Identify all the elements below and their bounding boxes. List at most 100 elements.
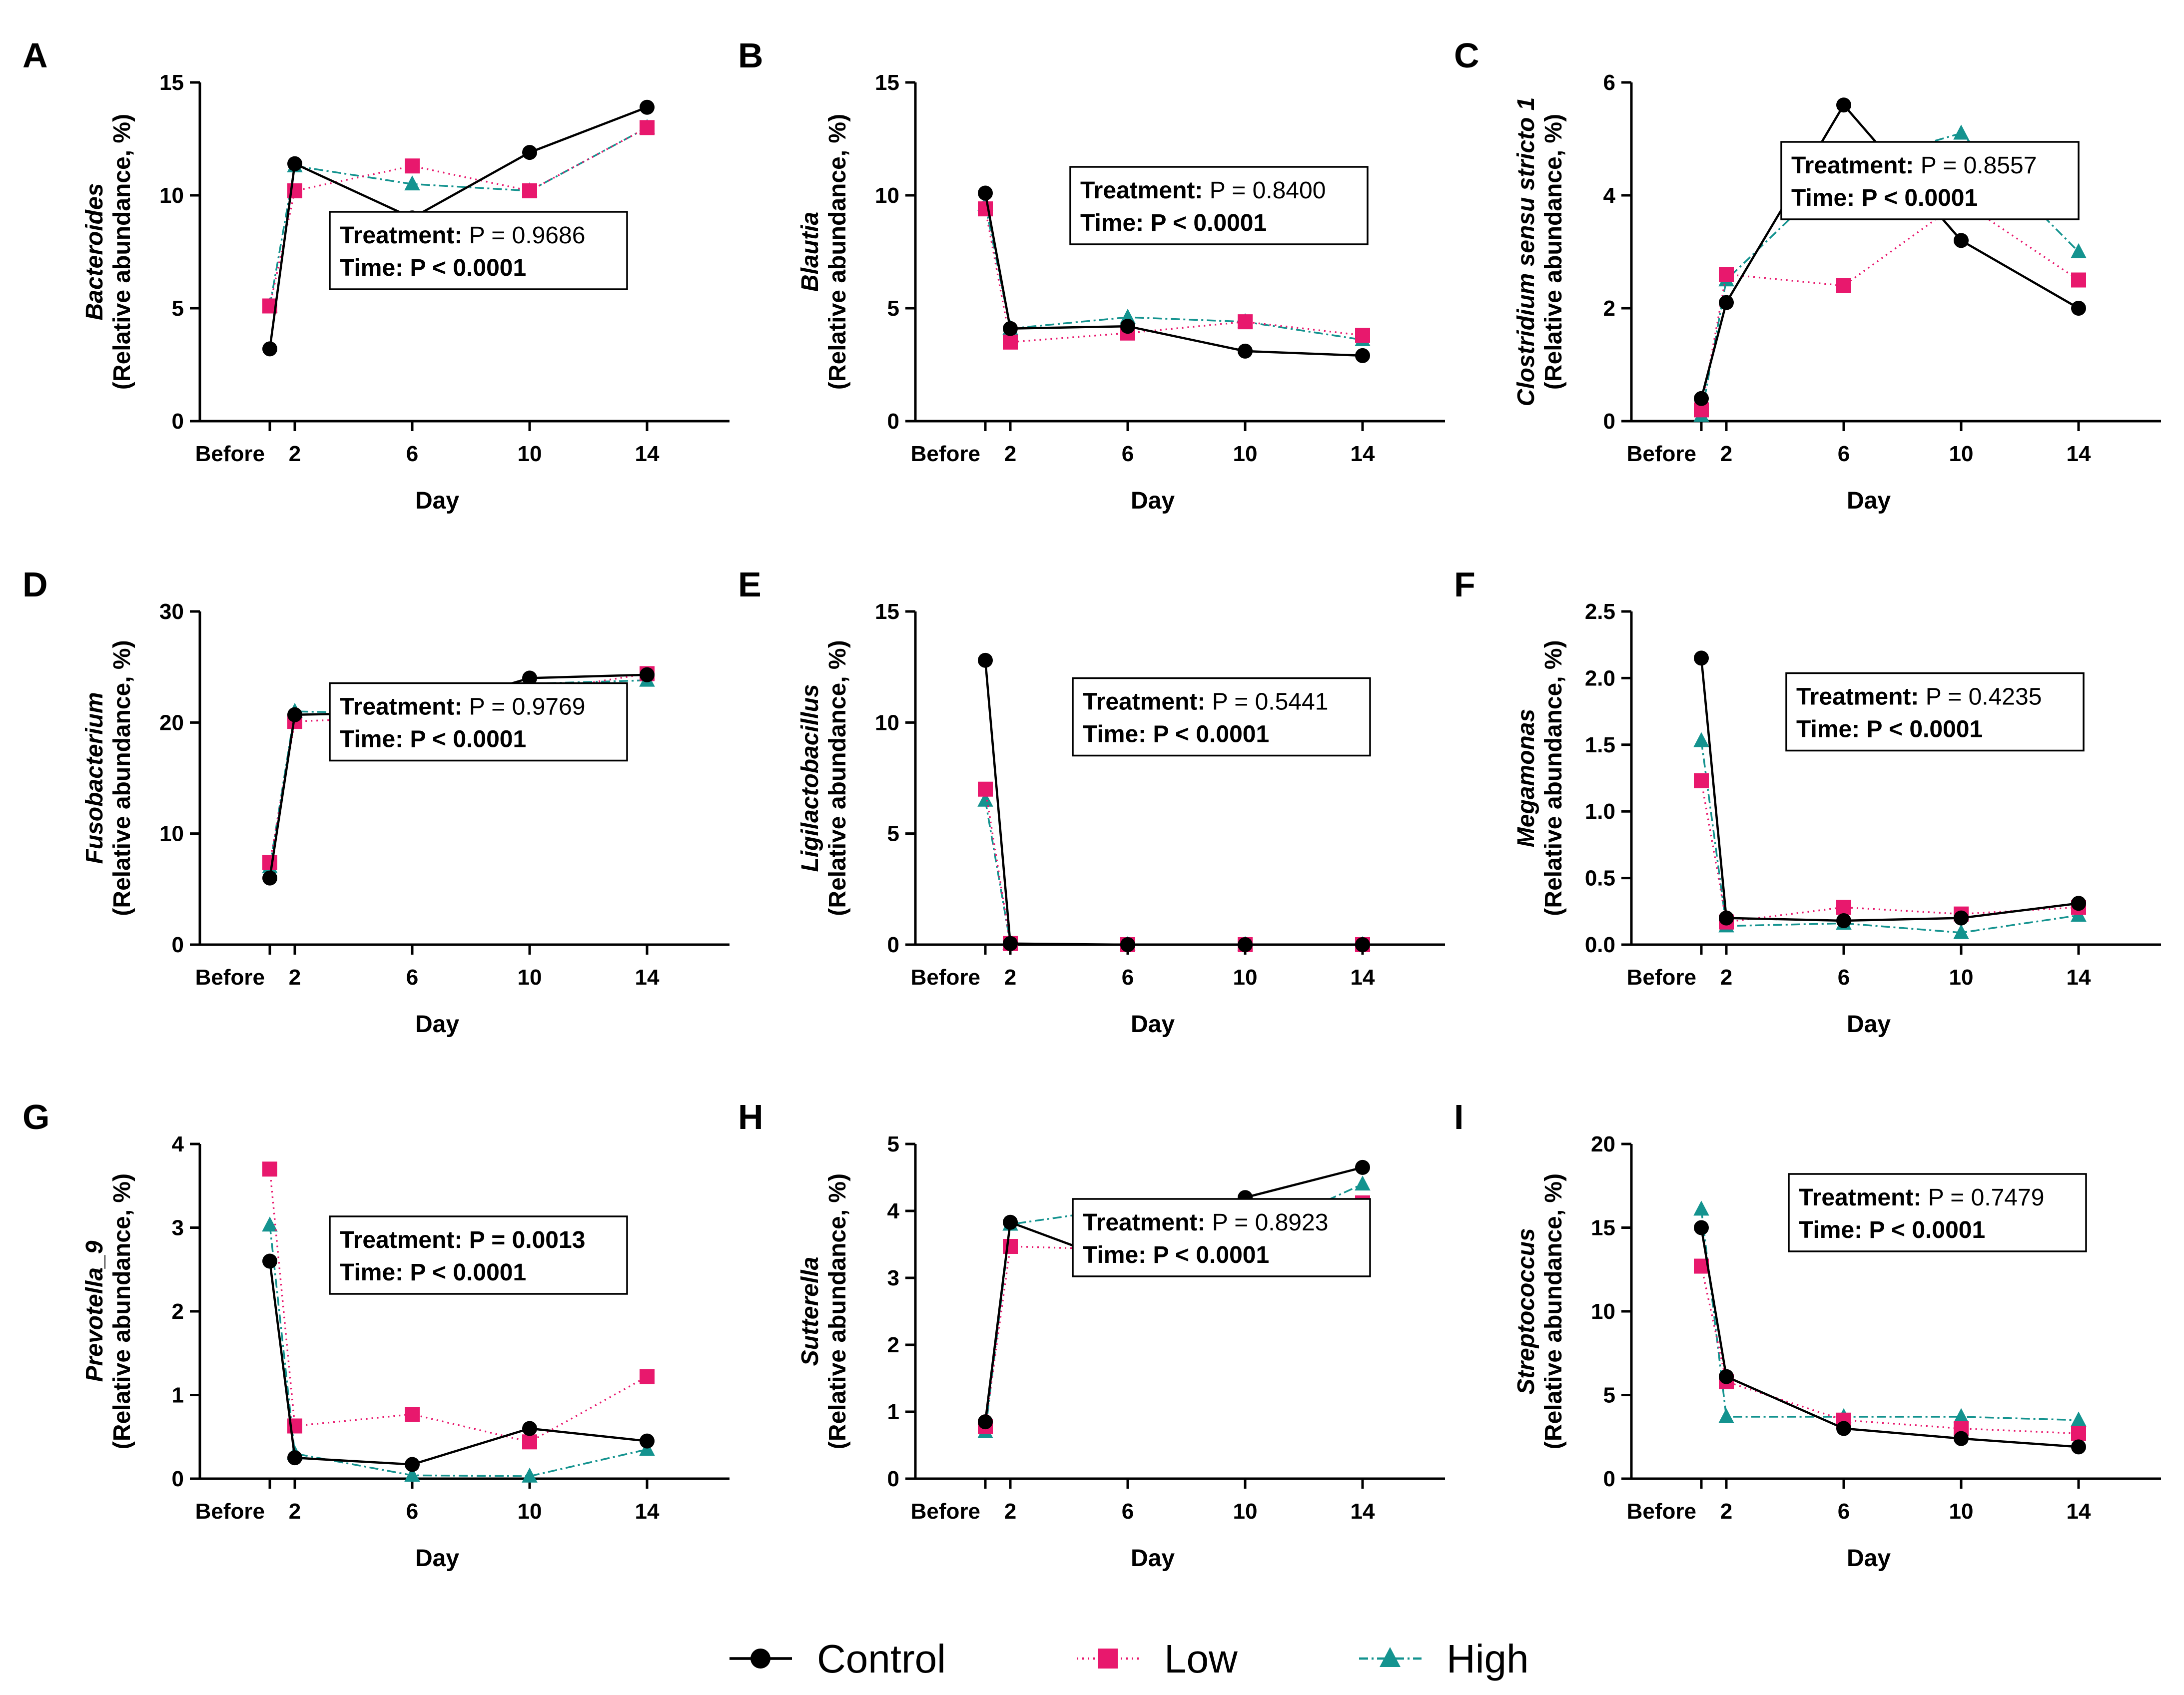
y-axis-genus-label: Prevotella_9	[81, 1240, 108, 1382]
x-tick-label: 2	[1720, 442, 1732, 466]
data-point-low	[2071, 272, 2086, 288]
data-point-control	[1719, 910, 1734, 926]
data-point-control	[1238, 937, 1253, 952]
treatment-label: Treatment:	[1799, 1184, 1921, 1211]
treatment-label: Treatment:	[1083, 689, 1205, 715]
y-tick-label: 5	[887, 1132, 899, 1156]
x-tick-label: 10	[1233, 1499, 1258, 1524]
x-tick-label: 14	[2067, 442, 2091, 466]
data-point-low	[262, 855, 277, 870]
data-point-control	[287, 1450, 302, 1466]
x-tick-label: 6	[1838, 442, 1850, 466]
data-point-control	[1719, 1369, 1734, 1384]
time-p-value: P < 0.0001	[1862, 1217, 1985, 1243]
panel-f: F 0.0 0.5 1.0 1.5 2.0 2.5 Before 2 6 10 14 Day Megamo…	[1454, 565, 2161, 1038]
y-axis-label: (Relative abundance, %)	[824, 114, 851, 390]
legend-marker-control	[750, 1649, 770, 1669]
time-label: Time:	[340, 726, 403, 753]
x-axis-label: Day	[415, 488, 459, 514]
treatment-stat: Treatment: P = 0.8400	[1080, 177, 1326, 204]
x-tick-label: 10	[518, 965, 542, 990]
data-point-control	[978, 185, 993, 201]
y-axis-label: (Relative abundance, %)	[109, 640, 135, 916]
y-tick-label: 0.0	[1585, 933, 1615, 957]
series-line-low	[1700, 780, 2079, 923]
stats-box	[1069, 166, 1369, 245]
treatment-label: Treatment:	[340, 222, 462, 249]
series-line-high	[269, 126, 648, 306]
time-stat: Time: P < 0.0001	[1791, 185, 1978, 211]
stats-box	[1072, 1198, 1371, 1277]
data-point-control	[1694, 650, 1709, 666]
data-point-low	[1836, 900, 1851, 915]
data-point-control	[1120, 937, 1135, 952]
data-point-high	[2071, 1411, 2087, 1427]
panel-g: G 0 1 2 3 4 Before 2 6 10 14 Day Prevotella_9 (Relati…	[22, 1098, 729, 1572]
y-axis-label: (Relative abundance, %)	[1540, 640, 1567, 916]
data-point-control	[1003, 936, 1018, 951]
stats-box	[1788, 1173, 2087, 1252]
time-label: Time:	[340, 1259, 403, 1286]
x-tick-label: 2	[1004, 1499, 1016, 1524]
data-point-control	[262, 870, 277, 886]
y-tick-label: 0	[172, 933, 184, 957]
data-point-low	[1238, 314, 1253, 330]
data-point-high	[1355, 1175, 1371, 1191]
legend-label-control: Control	[817, 1637, 946, 1681]
data-point-low	[262, 1161, 277, 1177]
treatment-label: Treatment:	[1080, 177, 1203, 204]
data-point-high	[1693, 732, 1709, 747]
y-tick-label: 5	[1603, 1383, 1615, 1408]
data-point-control	[1355, 937, 1370, 952]
series-line-high	[1700, 740, 2079, 934]
legend-marker-low	[1098, 1649, 1118, 1669]
y-axis-label: (Relative abundance, %)	[109, 1173, 135, 1449]
y-tick-label: 3	[172, 1216, 184, 1240]
x-tick-label: 14	[635, 965, 660, 990]
x-tick-label: Before	[911, 965, 980, 990]
x-tick-label: 6	[406, 1499, 418, 1524]
series-line-low	[1700, 200, 2079, 410]
treatment-p-value: P = 0.0013	[462, 1227, 585, 1253]
panel-a: A 0 5 10 15 Before 2 6 10 14 Day Bacteroides (Relati…	[22, 36, 729, 514]
panel-letter: I	[1454, 1098, 1463, 1136]
data-point-control	[640, 99, 655, 115]
y-tick-label: 30	[159, 599, 184, 624]
series-line-low	[984, 1202, 1363, 1427]
data-point-low	[1003, 1239, 1018, 1254]
x-tick-label: 14	[1351, 442, 1375, 466]
y-tick-label: 6	[1603, 70, 1615, 95]
y-tick-label: 1.0	[1585, 799, 1615, 824]
x-axis-label: Day	[1847, 1011, 1891, 1038]
data-point-control	[2071, 301, 2086, 316]
data-point-high	[522, 1467, 538, 1483]
time-p-value: P < 0.0001	[1146, 1242, 1269, 1268]
x-tick-label: Before	[195, 1499, 265, 1524]
panel-letter: H	[738, 1098, 763, 1136]
time-stat: Time: P < 0.0001	[1799, 1217, 1985, 1243]
data-point-low	[1719, 267, 1734, 282]
x-axis-label: Day	[1131, 1011, 1175, 1038]
x-axis-label: Day	[1847, 488, 1891, 514]
y-tick-label: 4	[172, 1132, 184, 1156]
data-point-control	[522, 145, 537, 160]
x-tick-label: 2	[289, 965, 301, 990]
y-axis-label: (Relative abundance, %)	[824, 640, 851, 916]
y-tick-label: 10	[159, 822, 184, 846]
stats-box	[1072, 677, 1371, 757]
x-tick-label: 6	[406, 965, 418, 990]
treatment-label: Treatment:	[1796, 684, 1919, 710]
data-point-high	[1120, 308, 1136, 324]
panel-letter: B	[738, 36, 763, 75]
data-point-control	[522, 670, 537, 686]
stats-box	[1785, 672, 2085, 752]
data-point-low	[405, 1407, 420, 1422]
time-stat: Time: P < 0.0001	[1083, 1242, 1269, 1268]
series-line-low	[1700, 1266, 2079, 1435]
y-axis-genus-label: Fusobacterium	[81, 692, 108, 864]
y-tick-label: 1.5	[1585, 733, 1615, 757]
stats-box	[329, 211, 628, 290]
time-stat: Time: P < 0.0001	[1080, 210, 1267, 236]
data-point-high	[262, 1216, 278, 1232]
series-line-low	[984, 789, 1363, 946]
